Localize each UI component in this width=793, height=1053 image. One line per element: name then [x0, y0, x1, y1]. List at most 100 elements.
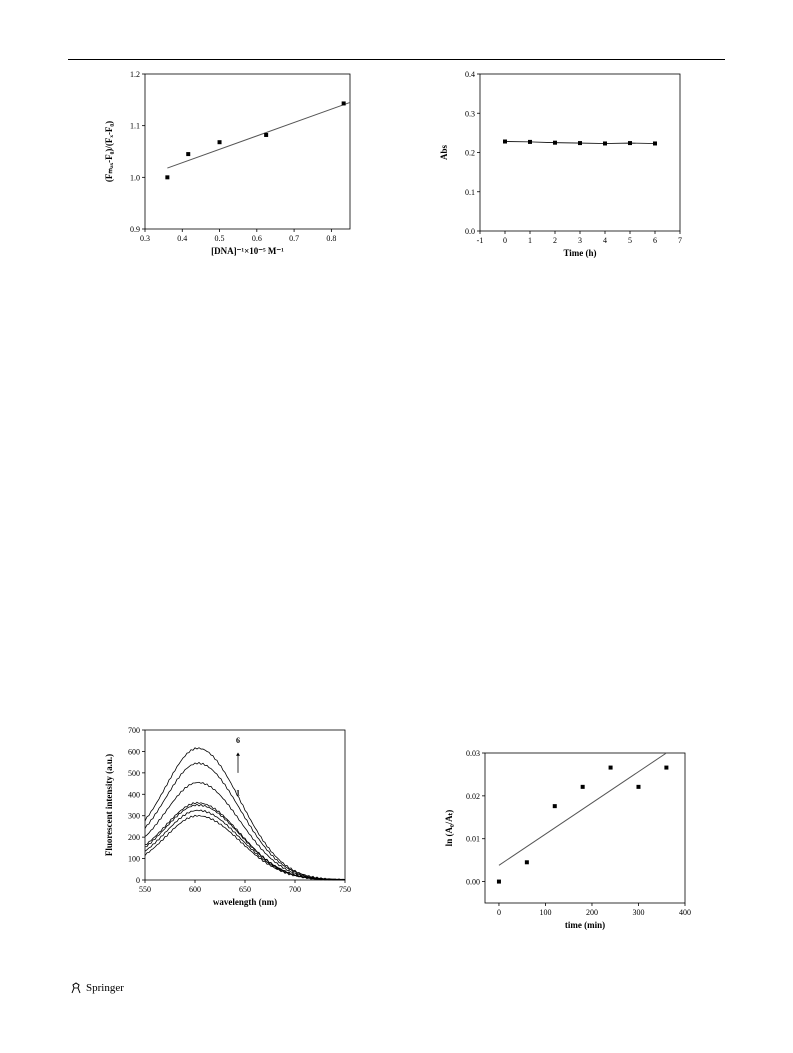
y-tick-label: 500 — [128, 769, 140, 778]
x-tick-label: 700 — [289, 885, 301, 894]
data-point — [636, 784, 641, 789]
plot-frame — [144, 729, 346, 881]
data-point — [653, 141, 657, 146]
spectrum-curve — [144, 781, 346, 881]
x-tick-label: 0.3 — [140, 234, 150, 243]
y-tick-label: 300 — [128, 812, 140, 821]
chart-fluorescence-spectra: 550 600 650 700 750 0 100 200 300 400 500 600 700 wav… — [104, 726, 351, 907]
figure-kinetics-plot: 0 100 200 300 400 0.00 0.01 0.02 0.03 time (min) l… — [430, 745, 700, 935]
y-tick-label: 0.3 — [465, 109, 475, 118]
x-tick-label: 550 — [139, 885, 151, 894]
x-tick-label: 300 — [632, 908, 644, 917]
data-point — [165, 175, 170, 180]
data-point — [528, 139, 532, 144]
spectrum-curve — [144, 814, 346, 881]
x-tick-label: 6 — [653, 236, 657, 245]
y-tick-label: 0.1 — [465, 188, 475, 197]
data-point — [552, 804, 557, 809]
x-tick-label: 1 — [528, 236, 532, 245]
x-tick-label: 4 — [603, 236, 607, 245]
data-point — [608, 765, 613, 770]
y-tick-label: 0.01 — [466, 835, 480, 844]
y-tick-label: 1.0 — [130, 173, 140, 182]
spectrum-curve — [144, 761, 346, 881]
data-point — [217, 140, 222, 145]
x-tick-label: 0 — [497, 908, 501, 917]
x-tick-label: -1 — [477, 236, 484, 245]
fit-line — [498, 752, 667, 866]
x-tick-label: 100 — [539, 908, 551, 917]
y-tick-label: 1.2 — [130, 70, 140, 79]
y-tick-label: 400 — [128, 790, 140, 799]
data-point — [603, 141, 607, 146]
y-tick-label: 0.00 — [466, 878, 480, 887]
spectrum-curve — [144, 801, 346, 881]
x-tick-label: 750 — [339, 885, 351, 894]
figure-fluorescence-ratio-plot: 0.3 0.4 0.5 0.6 0.7 0.8 0.9 1.0 1.1 1.2 [DNA]⁻¹×10… — [100, 66, 360, 271]
y-axis-label: Fluorescent intensity (a.u.) — [104, 754, 114, 856]
x-tick-label: 600 — [189, 885, 201, 894]
spectrum-curve — [144, 747, 346, 881]
plot-frame — [484, 752, 686, 904]
y-tick-label: 0.03 — [466, 749, 480, 758]
x-tick-label: 0.5 — [215, 234, 225, 243]
y-tick-label: 0 — [136, 876, 140, 885]
y-tick-label: 0.2 — [465, 149, 475, 158]
fit-line — [167, 101, 351, 169]
data-point — [664, 765, 669, 770]
chart-fluorescence-ratio: 0.3 0.4 0.5 0.6 0.7 0.8 0.9 1.0 1.1 1.2 [DNA]⁻¹×10… — [104, 70, 351, 256]
y-tick-label: 0.4 — [465, 70, 475, 79]
data-point — [264, 132, 269, 137]
chart-absorbance-vs-time: -1 0 1 2 3 4 5 6 7 0.0 0.1 0.2 0.3 0.4 Time (h) Abs — [439, 70, 682, 258]
figure-fluorescence-spectra: 550 600 650 700 750 0 100 200 300 400 500 600 700 wav… — [95, 722, 360, 912]
y-tick-label: 0.0 — [465, 227, 475, 236]
plot-frame — [479, 73, 681, 232]
x-tick-label: 0.8 — [326, 234, 336, 243]
y-tick-label: 1.1 — [130, 122, 140, 131]
x-tick-label: 0.7 — [289, 234, 299, 243]
data-point — [578, 141, 582, 146]
x-axis-label: wavelength (nm) — [213, 897, 277, 907]
data-point — [186, 152, 191, 157]
chart-kinetics-ln: 0 100 200 300 400 0.00 0.01 0.02 0.03 time (min) l… — [444, 749, 691, 930]
x-tick-label: 3 — [578, 236, 582, 245]
y-axis-label: Abs — [439, 145, 449, 161]
annotation-label-top: 6 — [236, 736, 240, 745]
spectrum-curve — [144, 809, 346, 881]
x-axis-label: Time (h) — [563, 248, 596, 258]
y-tick-label: 700 — [128, 726, 140, 735]
page-footer: Springer — [70, 982, 124, 994]
data-point — [580, 784, 585, 789]
y-tick-label: 100 — [128, 855, 140, 864]
x-axis-label: [DNA]⁻¹×10⁻⁵ M⁻¹ — [211, 246, 284, 256]
x-tick-label: 5 — [628, 236, 632, 245]
data-point — [524, 860, 529, 865]
data-point — [496, 879, 501, 884]
y-tick-label: 0.02 — [466, 792, 480, 801]
annotation-arrow-head — [236, 752, 240, 756]
x-tick-label: 7 — [678, 236, 682, 245]
header-rule — [68, 59, 725, 60]
figure-absorbance-time-plot: -1 0 1 2 3 4 5 6 7 0.0 0.1 0.2 0.3 0.4 Time (h) Abs — [439, 66, 700, 271]
annotation-label-bottom: 1 — [236, 788, 240, 797]
y-tick-label: 600 — [128, 747, 140, 756]
springer-horse-icon — [71, 982, 81, 994]
y-tick-label: 0.9 — [130, 225, 140, 234]
data-point — [503, 139, 507, 144]
x-tick-label: 2 — [553, 236, 557, 245]
y-axis-label: (Fₘₐₓ-F₀)/(Fₓ-F₀) — [104, 121, 114, 182]
x-tick-label: 0.4 — [177, 234, 187, 243]
data-point — [341, 101, 346, 106]
y-tick-label: 200 — [128, 833, 140, 842]
plot-frame — [144, 73, 351, 230]
x-tick-label: 200 — [586, 908, 598, 917]
y-axis-label: ln (A₀/Aₜ) — [444, 810, 454, 847]
x-tick-label: 650 — [239, 885, 251, 894]
publisher-name: Springer — [86, 982, 124, 994]
data-point — [628, 141, 632, 146]
x-tick-label: 0.6 — [252, 234, 262, 243]
x-tick-label: 400 — [679, 908, 691, 917]
data-point — [553, 140, 557, 145]
x-axis-label: time (min) — [565, 920, 605, 930]
x-tick-label: 0 — [503, 236, 507, 245]
